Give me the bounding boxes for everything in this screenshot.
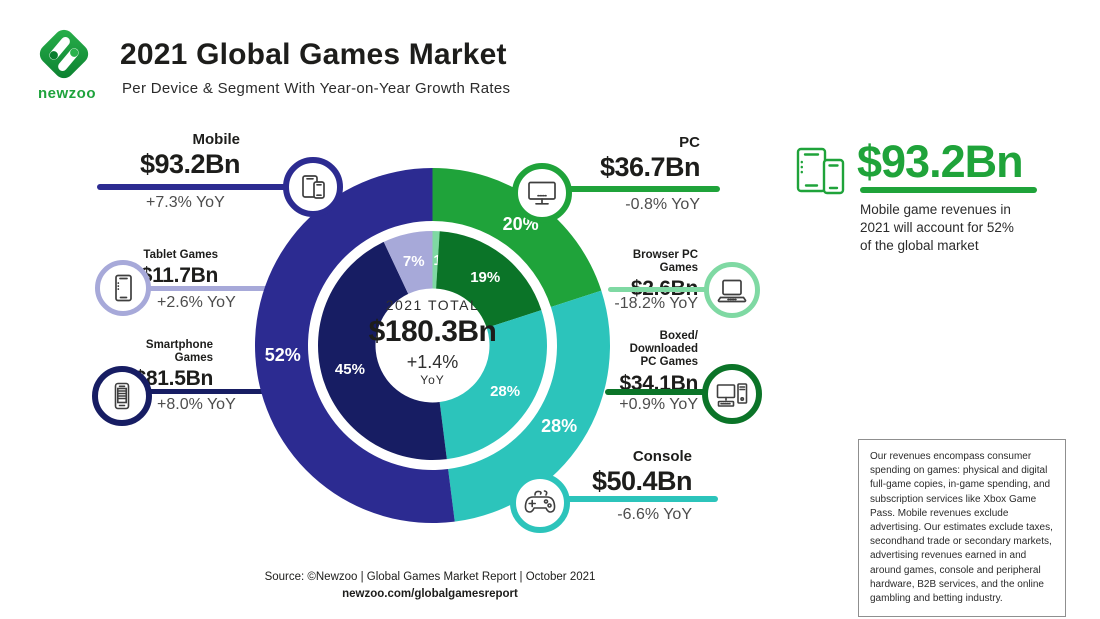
laptop-icon: [717, 279, 747, 303]
desktop-pc-icon: [716, 383, 748, 407]
page-title: 2021 Global Games Market: [120, 38, 507, 71]
tablet-connector-line: [134, 286, 306, 291]
donut-label-mobile-pct: 52%: [265, 345, 301, 365]
mobile-title: Mobile: [192, 131, 241, 148]
mobile-value: $93.2Bn: [139, 148, 241, 179]
donut-label-console-pct: 28%: [541, 416, 577, 436]
boxed-title: Boxed/ Downloaded PC Games: [629, 330, 698, 368]
pc-circle: [512, 163, 572, 223]
donut-segment-inner_ring-browser-pc-games: [432, 231, 440, 289]
boxed-callout: Boxed/ Downloaded PC Games $34.1Bn: [598, 330, 699, 396]
highlight-underline: [860, 187, 1037, 193]
total-growth-unit: YoY: [420, 373, 445, 387]
boxed-circle: [702, 364, 762, 424]
tablet-title: Tablet Games: [143, 249, 218, 261]
source-line: Source: ©Newzoo | Global Games Market Re…: [264, 571, 596, 583]
pc-yoy: -0.8% YoY: [625, 196, 700, 213]
tablet-callout: Tablet Games $11.7Bn: [118, 249, 219, 288]
donut-label-boxed-downloaded-pc-games-pct: 19%: [470, 269, 500, 286]
smartphone-value: $81.5Bn: [134, 366, 214, 390]
smartphone-title: Smartphone Games: [145, 339, 213, 364]
tablet-icon: [115, 274, 132, 302]
tablet-yoy: +2.6% YoY: [157, 294, 236, 311]
donut-segment-inner_ring-boxed-downloaded-pc-games: [436, 231, 542, 328]
smartphone-yoy: +8.0% YoY: [157, 396, 236, 413]
donut-segment-outer_ring-pc: [432, 168, 602, 308]
mobile-devices-green-icon: [796, 147, 845, 195]
monitor-icon: [528, 181, 556, 205]
smartphone-circle: [92, 366, 152, 426]
donut-segment-outer_ring-mobile: [254, 168, 455, 523]
newzoo-logo-icon: [39, 29, 89, 79]
highlight-devices: [795, 146, 853, 198]
brand-wordmark: newzoo: [38, 85, 96, 102]
console-circle: [510, 473, 570, 533]
browser-yoy: -18.2% YoY: [614, 295, 698, 312]
console-value: $50.4Bn: [591, 465, 693, 496]
console-yoy: -6.6% YoY: [617, 506, 692, 523]
boxed-yoy: +0.9% YoY: [619, 396, 698, 413]
browser-connector-line: [608, 287, 733, 292]
boxed-value: $34.1Bn: [619, 371, 699, 395]
disclaimer-box: Our revenues encompass consumer spending…: [858, 439, 1066, 618]
donut-chart: 20%28%52%1%19%28%45%7%: [254, 168, 610, 523]
report-url[interactable]: newzoo.com/globalgamesreport: [342, 588, 518, 600]
donut-segment-inner_ring-tablet-games: [383, 231, 433, 294]
donut-label-smartphone-games-pct: 45%: [335, 361, 365, 378]
footer: Source: ©Newzoo | Global Games Market Re…: [130, 571, 730, 600]
console-title: Console: [632, 448, 692, 465]
donut-label-console-pct: 28%: [490, 383, 520, 400]
pc-title: PC: [679, 134, 700, 151]
total-label: 2021 TOTAL: [385, 297, 480, 313]
donut-segment-outer_ring-console: [448, 290, 610, 522]
total-value: $180.3Bn: [368, 315, 497, 348]
smartphone-icon: [114, 382, 130, 410]
page-subtitle: Per Device & Segment With Year-on-Year G…: [122, 80, 511, 97]
mobile-callout: Mobile $93.2Bn: [90, 131, 241, 180]
mobile-yoy: +7.3% YoY: [146, 194, 225, 211]
total-growth: +1.4%: [406, 352, 459, 372]
mobile-circle: [283, 157, 343, 217]
smartphone-connector-line: [134, 389, 302, 394]
pc-connector-line: [545, 186, 720, 192]
donut-label-tablet-games-pct: 7%: [403, 253, 425, 270]
donut-center: 2021 TOTAL $180.3Bn +1.4% YoY: [352, 297, 513, 387]
newzoo-logo: newzoo: [38, 26, 96, 102]
pc-callout: PC $36.7Bn: [550, 134, 701, 183]
tablet-value: $11.7Bn: [140, 263, 219, 287]
donut-segment-inner_ring-console: [439, 310, 547, 460]
highlight-text: Mobile game revenues in 2021 will accoun…: [860, 202, 1014, 253]
browser-callout: Browser PC Games $2.6Bn: [598, 249, 698, 301]
highlight-value: $93.2Bn: [857, 136, 1024, 187]
tablet-circle: [95, 260, 151, 316]
mobile-connector-line: [97, 184, 313, 190]
pc-value: $36.7Bn: [599, 151, 701, 182]
console-callout: Console $50.4Bn: [542, 448, 693, 497]
gamepad-icon: [524, 490, 556, 513]
mobile-devices-icon: [302, 175, 325, 199]
browser-circle: [704, 262, 760, 318]
smartphone-callout: Smartphone Games $81.5Bn: [113, 339, 214, 391]
browser-title: Browser PC Games: [632, 249, 698, 274]
console-connector-line: [548, 496, 718, 502]
donut-segment-inner_ring-smartphone-games: [317, 241, 447, 461]
boxed-connector-line: [605, 389, 733, 395]
